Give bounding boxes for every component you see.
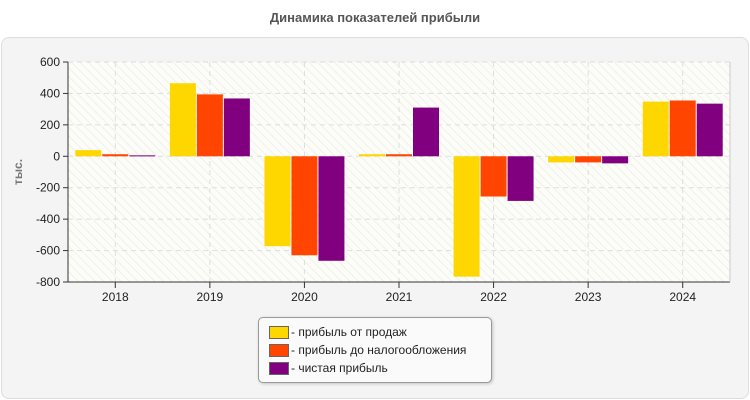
bar-2021-series-1 (386, 154, 412, 157)
bar-2019-series-2 (223, 98, 250, 157)
x-tick-label: 2020 (291, 290, 318, 304)
y-tick-label: 600 (40, 55, 60, 69)
legend-label: - прибыль от продаж (291, 325, 407, 339)
bar-2023-series-2 (602, 156, 629, 164)
legend-swatch (269, 361, 289, 375)
legend-item: - чистая прибыль (269, 361, 388, 375)
x-tick-label: 2018 (102, 290, 129, 304)
legend-item: - прибыль до налогообложения (269, 343, 466, 357)
y-tick-label: 200 (40, 118, 60, 132)
bar-2018-series-2 (129, 155, 156, 157)
legend-label: - прибыль до налогообложения (291, 343, 467, 357)
bar-2018-series-1 (102, 154, 129, 157)
chart-title: Динамика показателей прибыли (269, 10, 481, 25)
legend: - прибыль от продаж - прибыль до налогооб… (258, 317, 492, 383)
bar-2024-series-0 (642, 101, 669, 157)
bar-2021-series-2 (413, 107, 439, 157)
y-axis-label: тыс. (11, 159, 25, 185)
bar-2023-series-0 (548, 156, 575, 163)
x-tick-label: 2021 (386, 290, 413, 304)
x-tick-label: 2024 (669, 290, 696, 304)
y-tick-label: -400 (36, 212, 60, 226)
legend-swatch (269, 325, 289, 339)
y-tick-label: 400 (40, 86, 60, 100)
bar-2018-series-0 (75, 150, 102, 157)
bar-2022-series-1 (480, 156, 507, 197)
x-tick-label: 2023 (575, 290, 602, 304)
bar-2021-series-0 (359, 154, 385, 157)
legend-item: - прибыль от продаж (269, 325, 407, 339)
y-tick-label: 0 (53, 149, 60, 163)
legend-swatch (269, 343, 289, 357)
bar-2020-series-0 (264, 156, 291, 247)
bar-2024-series-2 (696, 103, 723, 157)
bar-2019-series-0 (169, 83, 196, 157)
y-tick-label: -600 (36, 244, 60, 258)
bar-2022-series-2 (507, 156, 534, 201)
x-tick-label: 2019 (197, 290, 224, 304)
bar-2022-series-0 (453, 156, 480, 277)
x-tick-label: 2022 (480, 290, 507, 304)
legend-label: - чистая прибыль (291, 361, 388, 375)
bar-2019-series-1 (196, 94, 223, 157)
bar-2020-series-1 (291, 156, 318, 256)
y-tick-label: -800 (36, 275, 60, 289)
y-tick-label: -200 (36, 181, 60, 195)
bar-2023-series-1 (575, 156, 602, 163)
bar-2020-series-2 (318, 156, 345, 261)
bar-2024-series-1 (669, 100, 696, 157)
